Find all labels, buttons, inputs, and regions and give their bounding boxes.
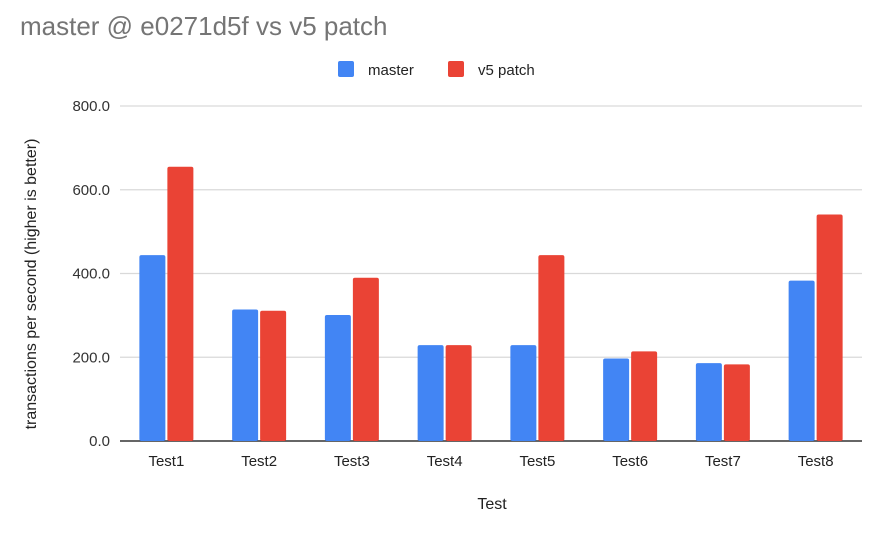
x-tick-label: Test8 xyxy=(798,453,834,470)
bar-master-Test6 xyxy=(603,358,630,441)
bar-master-Test1 xyxy=(139,255,166,441)
x-tick-label: Test4 xyxy=(427,453,463,470)
bar-master-Test5 xyxy=(510,345,537,441)
x-axis-label: Test xyxy=(477,496,507,513)
legend-swatch xyxy=(338,61,354,77)
bar-v5-patch-Test3 xyxy=(352,277,379,441)
bar-master-Test7 xyxy=(695,363,722,441)
x-tick-label: Test6 xyxy=(612,453,648,470)
legend-label: v5 patch xyxy=(478,62,535,79)
x-tick-label: Test3 xyxy=(334,453,370,470)
chart-title: master @ e0271d5f vs v5 patch xyxy=(20,11,387,41)
legend-label: master xyxy=(368,62,414,79)
y-tick-label: 600.0 xyxy=(72,182,110,199)
bars xyxy=(139,166,843,441)
x-tick-label: Test5 xyxy=(519,453,555,470)
y-tick-label: 0.0 xyxy=(89,433,110,450)
bar-v5-patch-Test2 xyxy=(260,310,287,441)
bar-v5-patch-Test1 xyxy=(167,166,194,441)
x-tick-label: Test1 xyxy=(148,453,184,470)
bar-v5-patch-Test5 xyxy=(538,255,565,441)
bar-v5-patch-Test4 xyxy=(445,345,472,441)
bar-master-Test2 xyxy=(232,309,259,441)
y-tick-label: 400.0 xyxy=(72,266,110,283)
x-tick-label: Test7 xyxy=(705,453,741,470)
bar-master-Test3 xyxy=(324,314,351,441)
bar-v5-patch-Test7 xyxy=(723,364,750,441)
y-tick-label: 800.0 xyxy=(72,98,110,115)
bar-v5-patch-Test8 xyxy=(816,214,843,441)
y-tick-label: 200.0 xyxy=(72,349,110,366)
legend: master v5 patch xyxy=(338,61,535,79)
bar-master-Test4 xyxy=(417,345,444,441)
x-tick-label: Test2 xyxy=(241,453,277,470)
bar-master-Test8 xyxy=(788,280,815,441)
x-tick-labels: Test1 Test2 Test3 Test4 Test5 Test6 Test7 Test8 xyxy=(148,453,833,470)
bar-v5-patch-Test6 xyxy=(631,351,658,441)
y-axis-label: transactions per second (higher is bette… xyxy=(23,139,40,430)
legend-swatch xyxy=(448,61,464,77)
